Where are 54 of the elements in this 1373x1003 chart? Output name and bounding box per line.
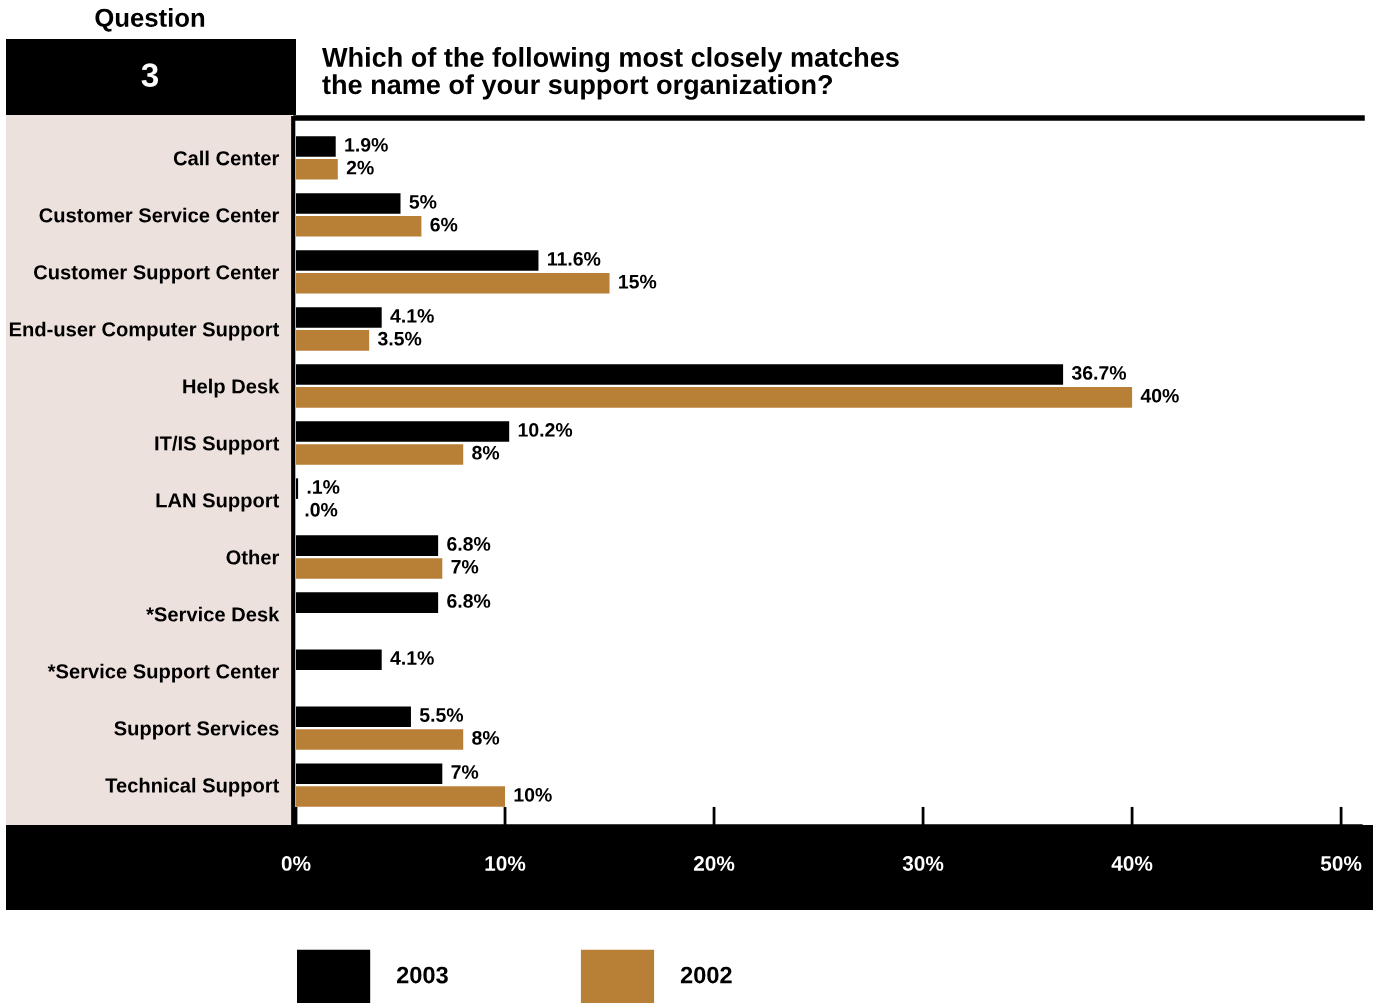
bar	[296, 387, 1133, 408]
data-label: 2%	[346, 160, 374, 175]
bar	[296, 729, 464, 750]
x-tick-label: 40%	[1111, 856, 1153, 871]
data-label: 3.5%	[377, 331, 422, 346]
data-label: .0%	[305, 502, 338, 517]
x-tick-label: 10%	[485, 856, 526, 871]
bar	[296, 330, 370, 351]
bar	[296, 216, 422, 237]
data-label: 10.2%	[518, 423, 573, 437]
y-tick-label: Other	[226, 549, 280, 565]
x-tick-label: 50%	[1320, 856, 1362, 871]
data-label: 6.8%	[447, 594, 491, 608]
data-label: 40%	[1140, 388, 1179, 403]
data-label: 5%	[409, 195, 437, 209]
y-tick-label: LAN Support	[156, 493, 280, 512]
data-label: 36.7%	[1071, 366, 1127, 380]
y-tick-label: End-user Computer Support	[9, 321, 280, 341]
data-label: 4.1%	[390, 309, 434, 323]
x-tick-label: 30%	[902, 856, 944, 871]
text: 3	[141, 63, 159, 87]
y-tick-label: Support Services	[114, 720, 279, 740]
y-tick-label: *Service Support Center	[47, 663, 280, 683]
bar	[296, 558, 443, 579]
x-tick-label: 20%	[693, 856, 735, 871]
y-tick-label: Customer Support Center	[34, 265, 280, 284]
data-label: 4.1%	[390, 651, 434, 665]
y-tick-label: Customer Service Center	[39, 207, 280, 223]
data-label: 8%	[472, 730, 500, 745]
x-tick-label: 0%	[281, 856, 311, 871]
y-tick-label: Call Center	[173, 150, 280, 166]
data-label: .1%	[307, 480, 340, 494]
data-label: 1.9%	[345, 137, 388, 152]
data-label: 11.6%	[548, 251, 601, 266]
data-label: 7%	[451, 559, 479, 574]
data-label: 6.8%	[447, 537, 491, 551]
legend-label: 2003	[396, 966, 448, 984]
bar	[296, 273, 610, 294]
chart-title: Which of the following most closely matches the name of your support organization?	[322, 47, 899, 100]
legend-label: 2002	[680, 966, 732, 984]
data-label: 7%	[451, 765, 479, 779]
data-label: 6%	[430, 217, 458, 232]
data-label: 5.5%	[419, 708, 464, 722]
data-label: 10%	[514, 787, 552, 802]
bar	[296, 786, 506, 807]
y-tick-label: Technical Support	[105, 777, 280, 797]
bar	[296, 159, 338, 180]
data-label: 15%	[619, 274, 657, 289]
y-tick-label: *Service Desk	[146, 606, 280, 622]
y-tick-label: Help Desk	[183, 378, 280, 398]
text: Question	[95, 8, 205, 32]
bar	[296, 444, 464, 465]
y-tick-label: IT/IS Support	[155, 435, 280, 455]
data-label: 8%	[472, 445, 500, 460]
